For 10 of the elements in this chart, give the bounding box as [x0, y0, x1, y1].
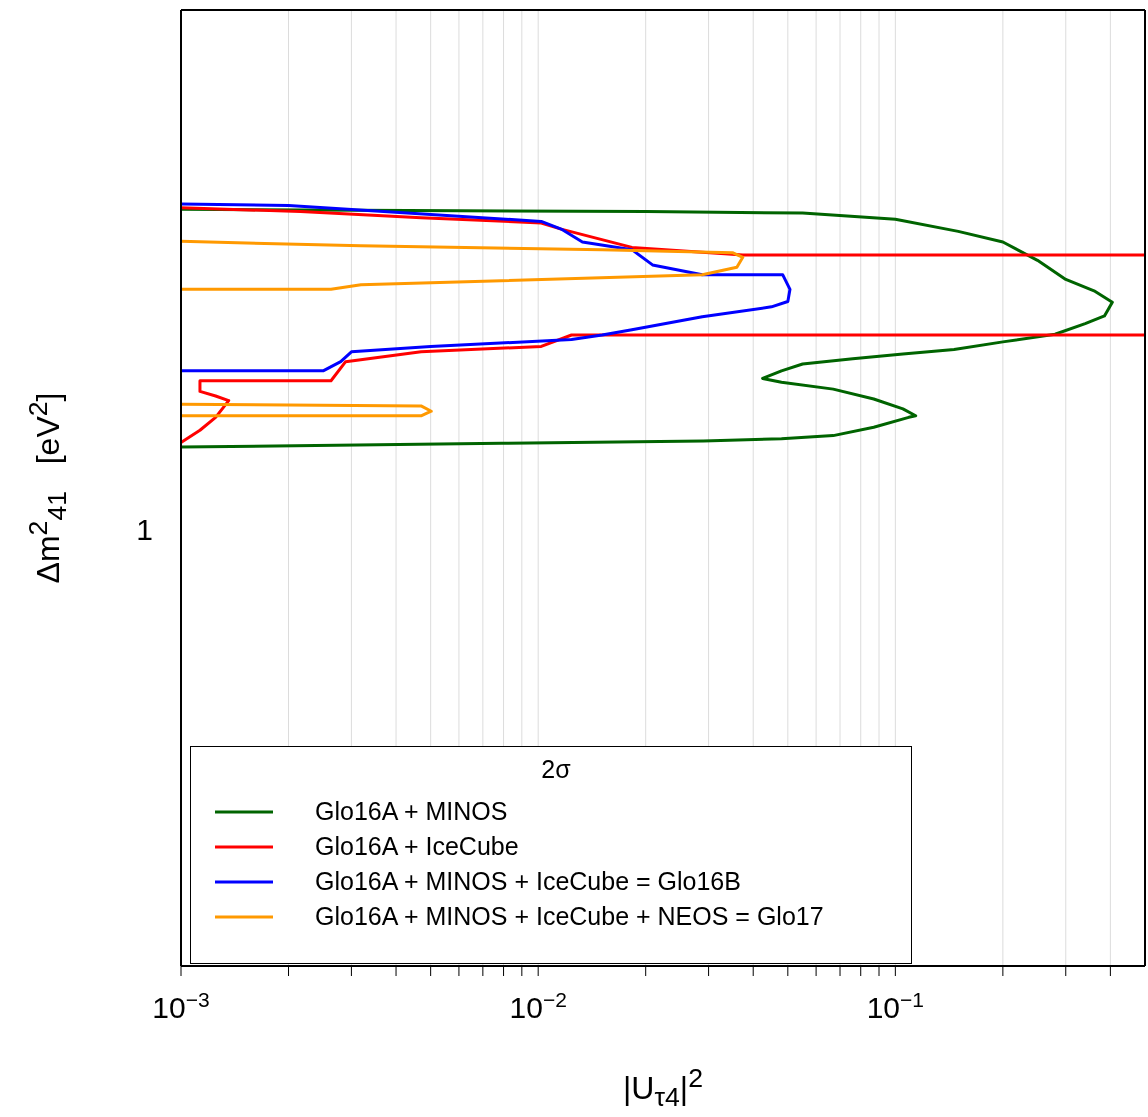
legend-label: Glo16A + MINOS + IceCube = Glo16B	[315, 867, 741, 896]
x-axis-title: |U$_{τ4}$|$^{2}$	[622, 1063, 704, 1114]
x-tick-label: 10$^{−3}$	[152, 987, 210, 1024]
legend-title: 2σ	[540, 755, 572, 784]
legend-label: Glo16A + MINOS + IceCube + NEOS = Glo17	[315, 902, 824, 931]
text: 1	[135, 513, 153, 547]
legend-label: Glo16A + MINOS	[315, 797, 508, 826]
x-tick-label: 10$^{−1}$	[866, 987, 925, 1024]
legend-label: Glo16A + IceCube	[315, 832, 519, 861]
x-tick-label: 10$^{−2}$	[509, 987, 567, 1024]
